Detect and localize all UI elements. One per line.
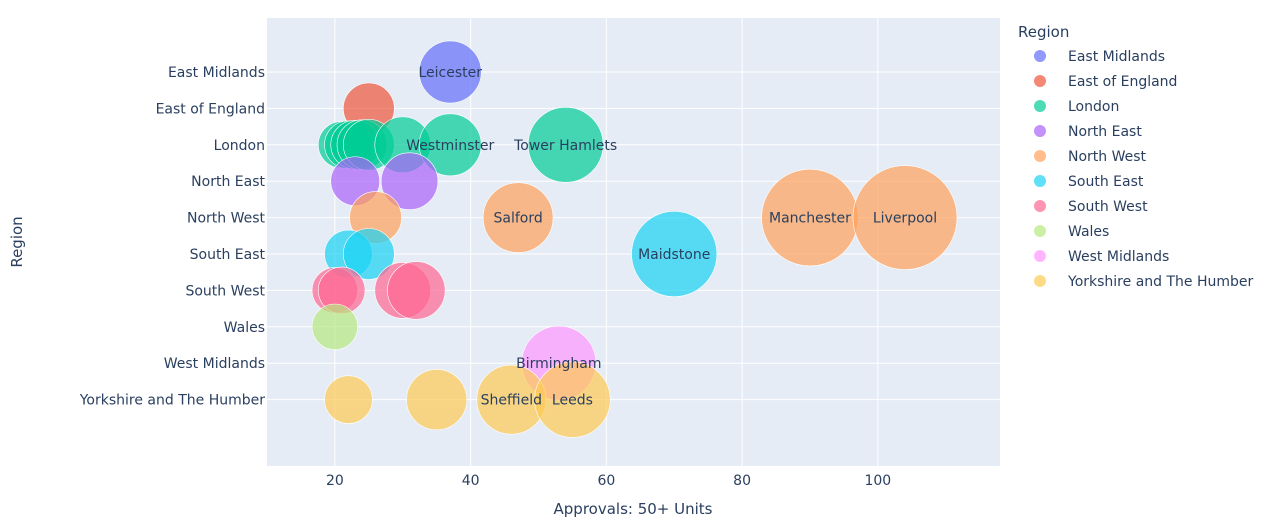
bubble[interactable]	[418, 113, 482, 177]
x-tick-label: 80	[733, 473, 751, 489]
x-tick-label: 20	[326, 473, 344, 489]
bubble-label: Salford	[493, 211, 542, 227]
bubble-labels: Leicester Westminster Tower Hamlets Salford…	[406, 65, 937, 409]
bubble-label: Manchester	[769, 211, 851, 227]
y-axis-title: Region	[8, 216, 26, 267]
bubble-label: Leicester	[418, 65, 482, 81]
bubble-label: Maidstone	[638, 247, 710, 263]
bubble[interactable]	[482, 182, 554, 253]
x-axis-title: Approvals: 50+ Units	[554, 500, 713, 518]
bubble[interactable]	[311, 303, 358, 350]
legend-label[interactable]: South West	[1068, 199, 1148, 215]
legend-marker[interactable]	[1034, 75, 1046, 87]
bubble[interactable]	[852, 165, 958, 270]
legend-marker[interactable]	[1034, 100, 1046, 112]
bubble-label: Liverpool	[873, 211, 937, 227]
legend-marker[interactable]	[1034, 275, 1046, 287]
bubble[interactable]	[534, 361, 611, 438]
y-tick-label: North East	[191, 174, 265, 190]
y-tick-label: South West	[185, 283, 265, 299]
legend-label[interactable]: South East	[1068, 174, 1144, 190]
y-tick-label: East Midlands	[168, 65, 265, 81]
y-tick-label: East of England	[156, 101, 265, 117]
bubble[interactable]	[527, 107, 604, 183]
legend-marker[interactable]	[1034, 250, 1046, 262]
legend-marker[interactable]	[1034, 150, 1046, 162]
legend-marker[interactable]	[1034, 125, 1046, 137]
bubble[interactable]	[324, 375, 373, 424]
bubble-label: Tower Hamlets	[513, 138, 617, 154]
y-tick-label: London	[214, 138, 265, 154]
bubble[interactable]	[380, 152, 439, 210]
legend-label[interactable]: Yorkshire and The Humber	[1067, 274, 1254, 290]
bubbles	[311, 40, 958, 438]
legend-label[interactable]: Wales	[1068, 224, 1109, 240]
y-tick-labels: East Midlands East of England London North …	[79, 65, 266, 409]
bubble[interactable]	[343, 228, 395, 280]
y-tick-label: Wales	[224, 320, 265, 336]
bubble[interactable]	[387, 261, 446, 320]
x-tick-label: 60	[597, 473, 615, 489]
legend-label[interactable]: North East	[1068, 124, 1142, 140]
bubble-label: Birmingham	[516, 356, 601, 372]
bubble[interactable]	[406, 369, 468, 431]
legend-label[interactable]: West Midlands	[1068, 249, 1169, 265]
legend: East Midlands East of England London North …	[1034, 49, 1254, 290]
legend-marker[interactable]	[1034, 225, 1046, 237]
bubble-label: Sheffield	[481, 393, 542, 409]
y-tick-label: South East	[190, 247, 266, 263]
legend-label[interactable]: North West	[1068, 149, 1147, 165]
x-tick-labels: 20 40 60 80 100	[326, 473, 891, 489]
legend-marker[interactable]	[1034, 200, 1046, 212]
bubble-label: Westminster	[406, 138, 494, 154]
bubble[interactable]	[631, 211, 718, 297]
legend-label[interactable]: East of England	[1068, 74, 1177, 90]
legend-label[interactable]: East Midlands	[1068, 49, 1165, 65]
legend-marker[interactable]	[1034, 50, 1046, 62]
bubble-label: Leeds	[552, 393, 593, 409]
legend-marker[interactable]	[1034, 175, 1046, 187]
legend-label[interactable]: London	[1068, 99, 1119, 115]
x-tick-label: 100	[864, 473, 891, 489]
y-tick-label: North West	[187, 211, 266, 227]
legend-title: Region	[1018, 23, 1069, 41]
x-tick-label: 40	[462, 473, 480, 489]
y-tick-label: Yorkshire and The Humber	[79, 393, 266, 409]
y-tick-label: West Midlands	[164, 356, 265, 372]
bubble[interactable]	[418, 40, 482, 104]
